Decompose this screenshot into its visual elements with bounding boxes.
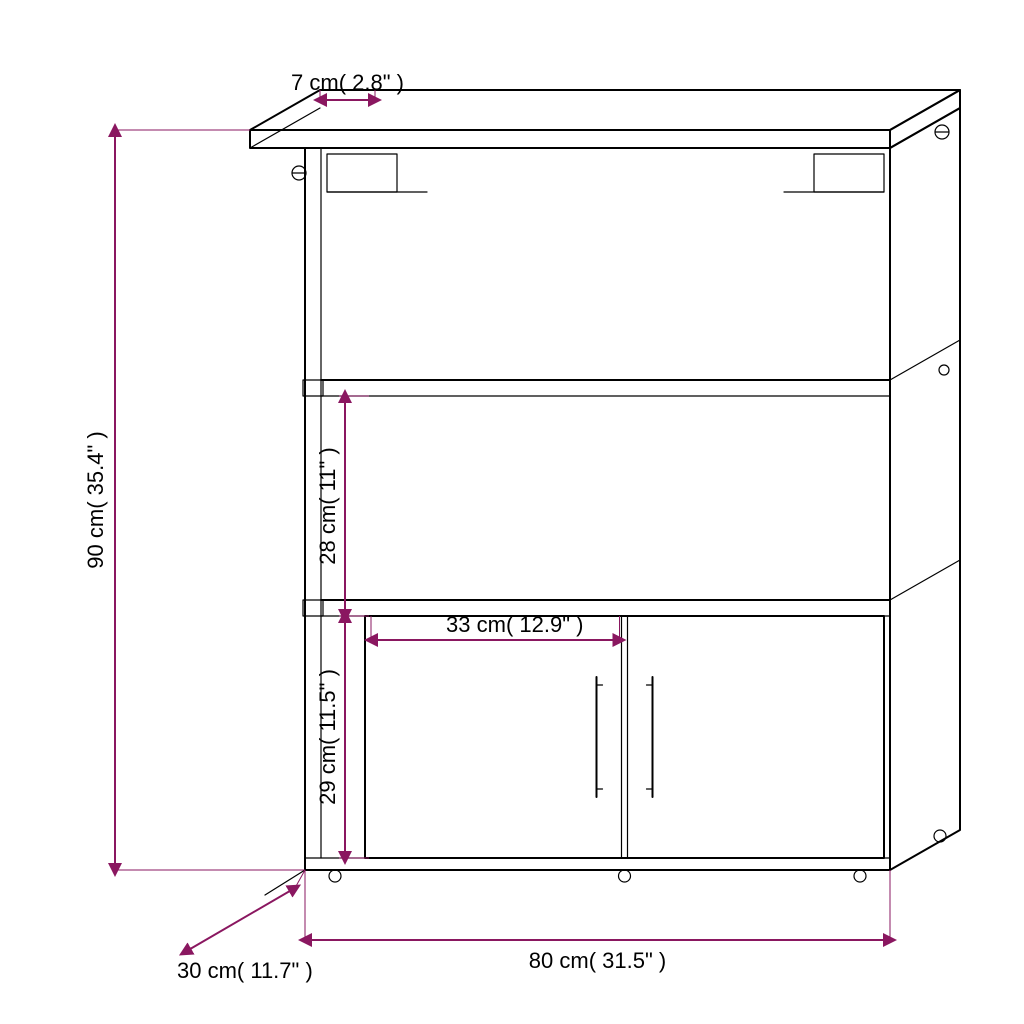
- svg-text:29 cm( 11.5" ): 29 cm( 11.5" ): [315, 669, 340, 805]
- svg-text:7 cm( 2.8" ): 7 cm( 2.8" ): [291, 70, 404, 95]
- svg-text:33 cm( 12.9" ): 33 cm( 12.9" ): [446, 612, 583, 637]
- svg-text:28 cm( 11" ): 28 cm( 11" ): [315, 447, 340, 564]
- svg-text:80 cm( 31.5" ): 80 cm( 31.5" ): [529, 948, 666, 973]
- svg-text:30 cm( 11.7" ): 30 cm( 11.7" ): [177, 958, 313, 983]
- dimension-drawing: 90 cm( 35.4" ) 80 cm( 31.5" ) 30 cm( 11.7"…: [0, 0, 1024, 1024]
- svg-text:90 cm( 35.4" ): 90 cm( 35.4" ): [83, 431, 108, 568]
